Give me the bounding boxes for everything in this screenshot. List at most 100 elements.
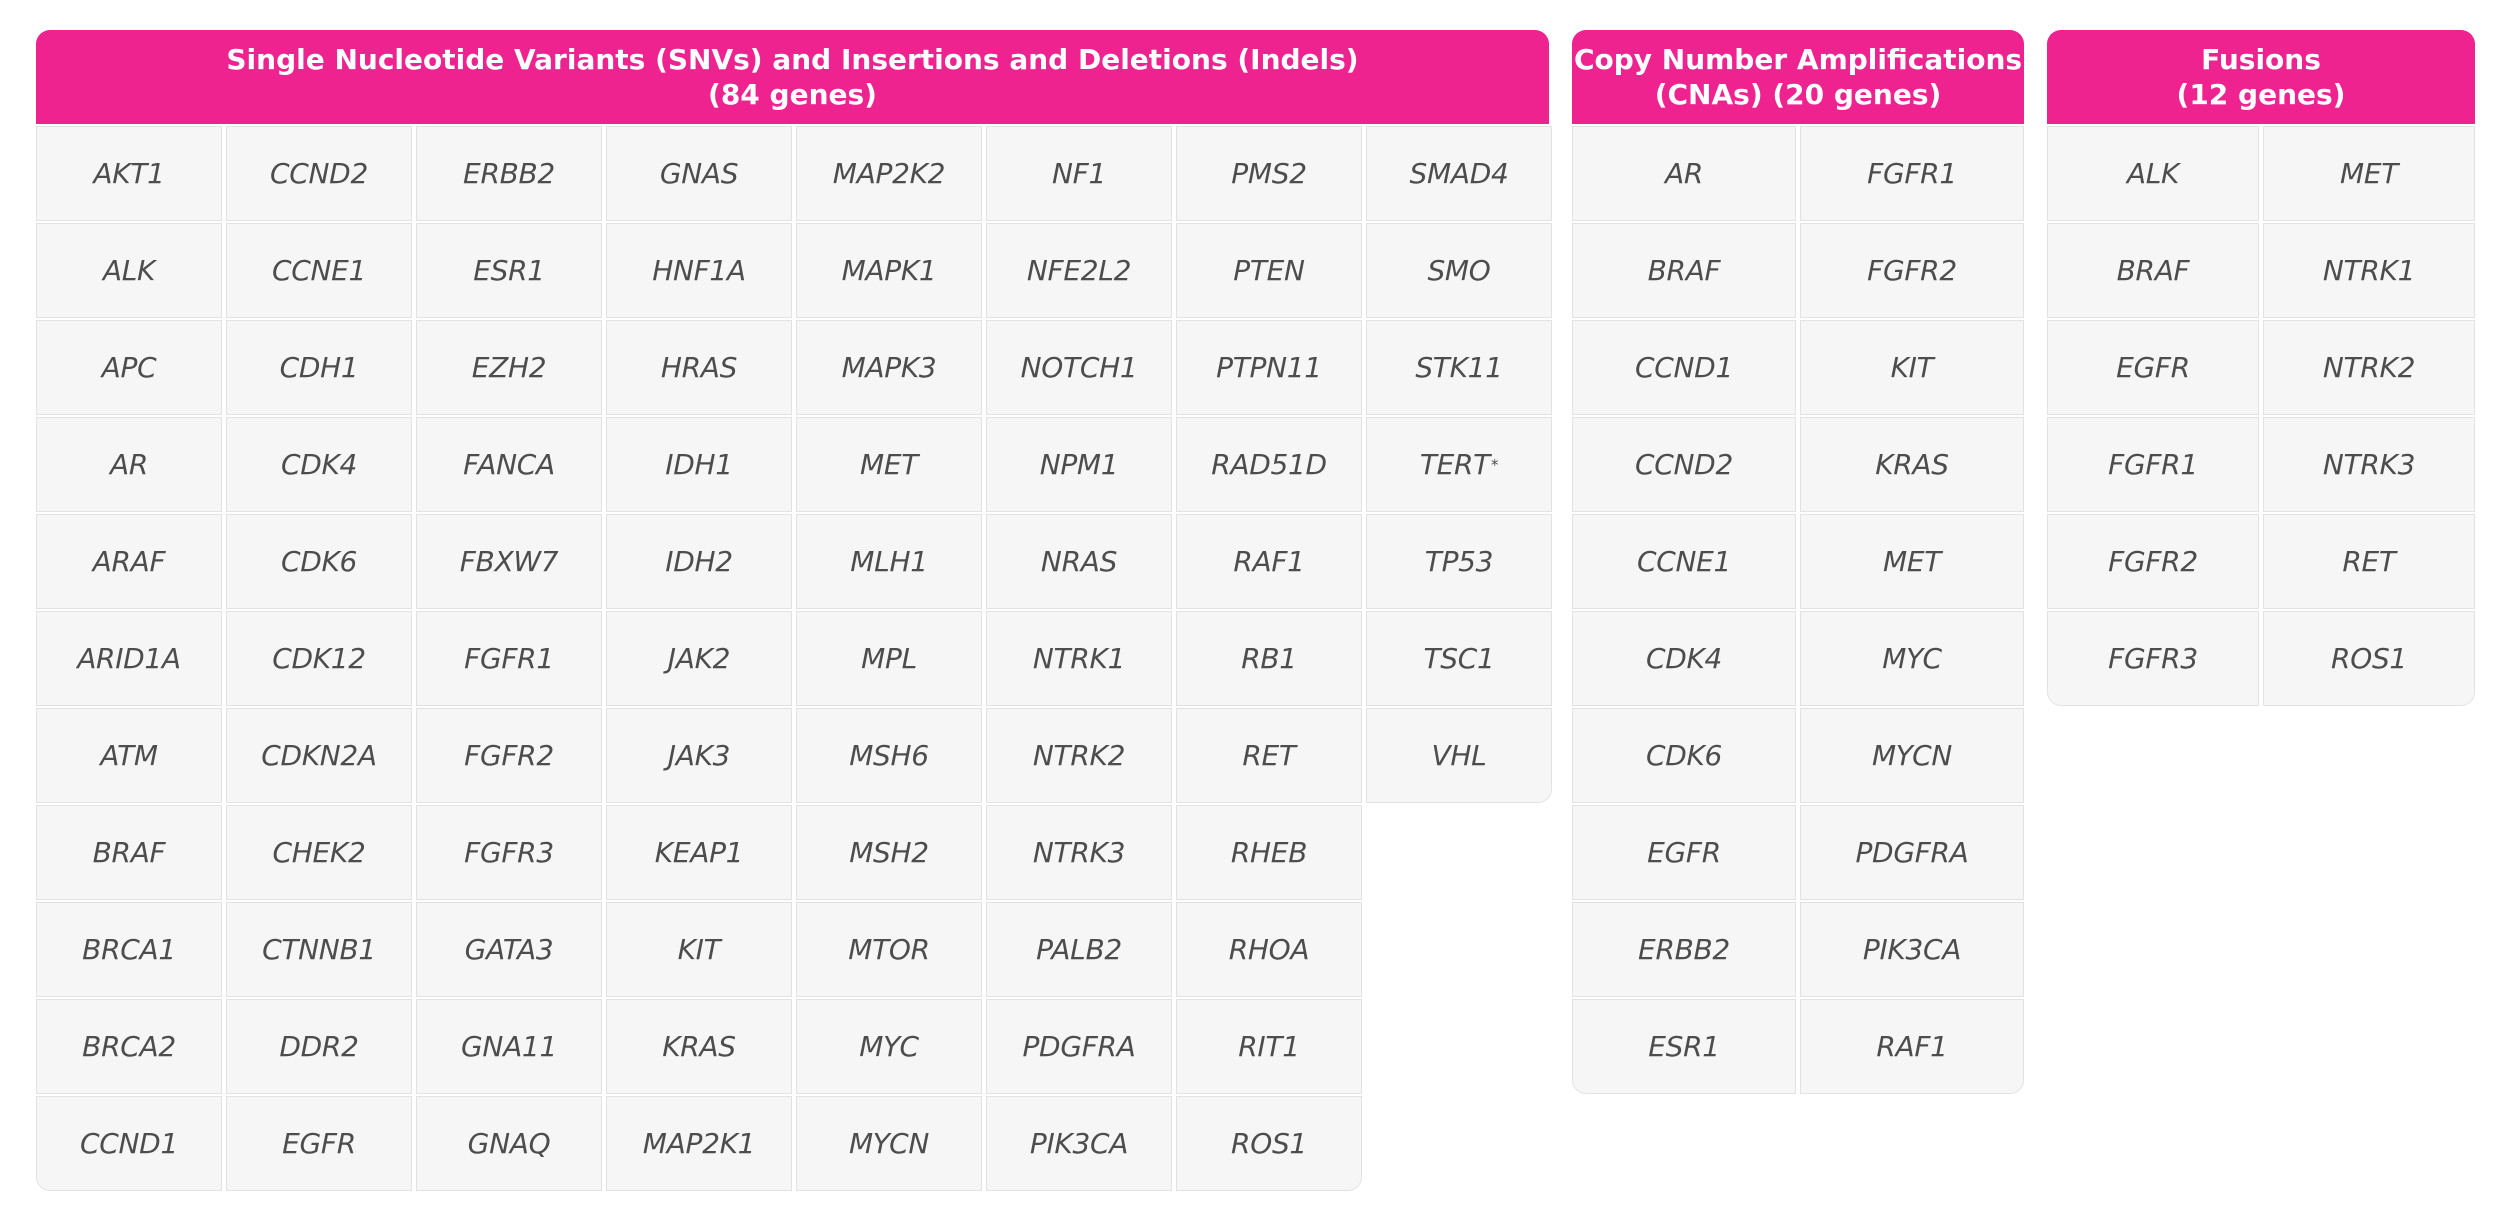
panel-gene-count: (84 genes) <box>708 78 877 111</box>
gene-name: CCND1 <box>80 1127 178 1160</box>
gene-cell: BRAF <box>36 805 222 900</box>
gene-cell: ALK <box>36 223 222 318</box>
gene-name: BRAF <box>1647 254 1721 287</box>
gene-name: FGFR1 <box>464 642 554 675</box>
gene-name: RAF1 <box>1233 545 1305 578</box>
gene-cell: NF1 <box>986 126 1172 221</box>
gene-name: RHOA <box>1228 933 1310 966</box>
gene-cell: NTRK2 <box>2263 320 2475 415</box>
gene-name: FGFR1 <box>1867 157 1957 190</box>
gene-name: EZH2 <box>471 351 547 384</box>
gene-cell: BRAF <box>2047 223 2259 318</box>
gene-cell: PALB2 <box>986 902 1172 997</box>
gene-name: RAF1 <box>1876 1030 1948 1063</box>
gene-name: AR <box>109 448 148 481</box>
gene-cell: BRAF <box>1572 223 1796 318</box>
gene-cell: CDK6 <box>226 514 412 609</box>
gene-name: FGFR2 <box>464 739 554 772</box>
gene-name: NF1 <box>1052 157 1106 190</box>
cna-gene-grid: AR BRAF CCND1 CCND2 CCNE1 CDK4 CDK6 EGFR ERBB2 ES… <box>1572 126 2024 1094</box>
gene-cell: APC <box>36 320 222 415</box>
panel-title: Fusions <box>2201 43 2321 76</box>
gene-name: TSC1 <box>1423 642 1495 675</box>
gene-name: ALK <box>102 254 156 287</box>
gene-cell: MAP2K2 <box>796 126 982 221</box>
gene-name: CCNE1 <box>271 254 367 287</box>
gene-name: ESR1 <box>473 254 545 287</box>
gene-cell: CCND2 <box>226 126 412 221</box>
snv-indel-gene-grid: AKT1 ALK APC AR ARAF ARID1A ATM BRAF BRCA1 BRCA2 C… <box>36 126 1552 1191</box>
gene-cell: MTOR <box>796 902 982 997</box>
cna-panel-header: Copy Number Amplifications (CNAs) (20 ge… <box>1572 30 2024 124</box>
gene-cell: CTNNB1 <box>226 902 412 997</box>
gene-cell: NRAS <box>986 514 1172 609</box>
gene-cell: CCNE1 <box>1572 514 1796 609</box>
gene-cell: CDK6 <box>1572 708 1796 803</box>
gene-cell: DDR2 <box>226 999 412 1094</box>
gene-name: HRAS <box>660 351 738 384</box>
gene-cell: SMAD4 <box>1366 126 1552 221</box>
gene-name: MAPK1 <box>841 254 937 287</box>
gene-name: MAPK3 <box>841 351 937 384</box>
gene-name: NTRK1 <box>1032 642 1126 675</box>
gene-cell: MET <box>2263 126 2475 221</box>
gene-name: MYCN <box>848 1127 930 1160</box>
gene-cell: CDK12 <box>226 611 412 706</box>
gene-name: NTRK2 <box>1032 739 1126 772</box>
gene-name: NPM1 <box>1039 448 1119 481</box>
gene-cell: MAPK1 <box>796 223 982 318</box>
gene-cell: PIK3CA <box>1800 902 2024 997</box>
gene-name: MSH2 <box>849 836 929 869</box>
gene-name: GNAS <box>659 157 739 190</box>
gene-cell: GNAS <box>606 126 792 221</box>
gene-name: CHEK2 <box>272 836 366 869</box>
gene-name: NTRK3 <box>2322 448 2416 481</box>
gene-cell: FBXW7 <box>416 514 602 609</box>
gene-name: PTPN11 <box>1216 351 1322 384</box>
gene-cell: FGFR3 <box>416 805 602 900</box>
gene-cell: FGFR2 <box>416 708 602 803</box>
gene-cell: ERBB2 <box>416 126 602 221</box>
gene-name: MYC <box>1882 642 1942 675</box>
gene-name: RB1 <box>1241 642 1297 675</box>
gene-cell: CDH1 <box>226 320 412 415</box>
gene-cell: KRAS <box>1800 417 2024 512</box>
gene-cell: IDH1 <box>606 417 792 512</box>
gene-cell: TSC1 <box>1366 611 1552 706</box>
gene-cell: RHEB <box>1176 805 1362 900</box>
gene-name: CDK12 <box>272 642 366 675</box>
gene-cell: PIK3CA <box>986 1096 1172 1191</box>
gene-name: MAP2K2 <box>832 157 946 190</box>
gene-cell: MSH6 <box>796 708 982 803</box>
gene-name: NOTCH1 <box>1020 351 1138 384</box>
gene-name: JAK3 <box>667 739 731 772</box>
footnote-marker: * <box>1490 455 1499 474</box>
gene-name: CCND2 <box>1635 448 1733 481</box>
gene-cell: NTRK1 <box>986 611 1172 706</box>
gene-name: RIT1 <box>1238 1030 1300 1063</box>
gene-cell: ALK <box>2047 126 2259 221</box>
gene-name: MET <box>1882 545 1942 578</box>
gene-cell: KEAP1 <box>606 805 792 900</box>
gene-name: SMAD4 <box>1409 157 1509 190</box>
gene-cell: RAF1 <box>1800 999 2024 1094</box>
gene-cell: PTEN <box>1176 223 1362 318</box>
gene-cell: HRAS <box>606 320 792 415</box>
gene-cell: MYC <box>796 999 982 1094</box>
gene-name: GATA3 <box>464 933 554 966</box>
gene-cell: MYCN <box>1800 708 2024 803</box>
gene-name: MAP2K1 <box>642 1127 756 1160</box>
fusions-gene-grid: ALK BRAF EGFR FGFR1 FGFR2 FGFR3 MET NTRK1 NTRK2 N… <box>2047 126 2475 798</box>
gene-cell: BRCA1 <box>36 902 222 997</box>
gene-cell: RB1 <box>1176 611 1362 706</box>
gene-name: FGFR2 <box>2108 545 2198 578</box>
gene-name: NTRK3 <box>1032 836 1126 869</box>
gene-cell: GNA11 <box>416 999 602 1094</box>
gene-name: ESR1 <box>1648 1030 1720 1063</box>
gene-cell: NTRK3 <box>986 805 1172 900</box>
gene-name: ALK <box>2126 157 2180 190</box>
gene-name: FGFR3 <box>464 836 554 869</box>
gene-cell: CCND1 <box>36 1096 222 1191</box>
gene-cell: NTRK2 <box>986 708 1172 803</box>
gene-cell: FGFR2 <box>1800 223 2024 318</box>
